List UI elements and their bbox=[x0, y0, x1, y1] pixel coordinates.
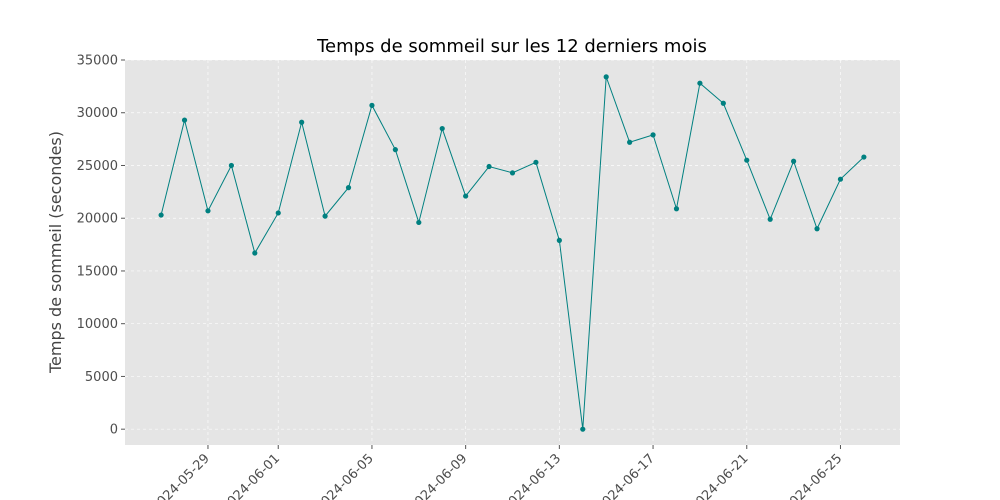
data-point bbox=[767, 216, 773, 222]
y-tick-label: 30000 bbox=[77, 106, 118, 121]
x-tick-label: 2024-06-05 bbox=[313, 451, 377, 500]
data-point bbox=[392, 147, 398, 153]
y-axis: 0 5000 10000 15000 20000 25000 30000 35000 bbox=[77, 54, 125, 438]
data-point bbox=[322, 213, 328, 219]
data-point bbox=[205, 208, 211, 214]
y-tick-label: 5000 bbox=[85, 370, 118, 385]
y-tick-label: 10000 bbox=[77, 317, 118, 332]
y-axis-label: Temps de sommeil (secondes) bbox=[46, 131, 65, 374]
data-point bbox=[252, 250, 258, 256]
data-point bbox=[673, 206, 680, 212]
y-tick-label: 25000 bbox=[77, 159, 118, 174]
x-axis: 2024-05-29 2024-06-01 2024-06-05 2024-06-09… bbox=[149, 445, 845, 500]
data-point bbox=[744, 157, 750, 163]
x-tick-label: 2024-06-25 bbox=[781, 451, 845, 500]
data-point bbox=[814, 226, 820, 232]
data-point bbox=[416, 219, 422, 226]
data-point bbox=[603, 74, 609, 80]
data-point bbox=[533, 159, 539, 165]
plot-area bbox=[125, 60, 900, 445]
y-tick-label: 35000 bbox=[77, 54, 118, 69]
data-point bbox=[181, 117, 188, 123]
data-point bbox=[275, 210, 281, 216]
data-point bbox=[509, 170, 516, 176]
data-point bbox=[791, 158, 797, 164]
data-point bbox=[556, 237, 562, 243]
data-point bbox=[486, 163, 492, 170]
chart-title: Temps de sommeil sur les 12 derniers moi… bbox=[316, 36, 707, 57]
data-point bbox=[463, 193, 469, 199]
data-point bbox=[158, 212, 164, 218]
data-point bbox=[439, 125, 445, 132]
data-point bbox=[837, 176, 844, 182]
x-tick-label: 2024-06-21 bbox=[688, 451, 752, 500]
x-tick-label: 2024-06-13 bbox=[500, 451, 564, 500]
y-tick-label: 0 bbox=[110, 423, 118, 438]
data-point bbox=[697, 80, 703, 86]
series-layer bbox=[158, 74, 867, 432]
y-tick-label: 15000 bbox=[77, 264, 118, 279]
data-point bbox=[369, 102, 375, 108]
x-tick-label: 2024-06-09 bbox=[406, 451, 470, 500]
x-tick-label: 2024-05-29 bbox=[149, 451, 213, 500]
data-point bbox=[627, 139, 633, 145]
data-point bbox=[650, 132, 656, 138]
x-tick-label: 2024-06-01 bbox=[219, 451, 283, 500]
data-point bbox=[228, 162, 234, 169]
data-point bbox=[299, 119, 305, 125]
data-point bbox=[345, 185, 352, 191]
data-point bbox=[720, 100, 726, 106]
grid bbox=[125, 59, 900, 445]
data-point bbox=[580, 426, 586, 432]
data-point bbox=[861, 154, 867, 160]
x-tick-label: 2024-06-17 bbox=[594, 451, 658, 500]
y-tick-label: 20000 bbox=[77, 212, 118, 227]
